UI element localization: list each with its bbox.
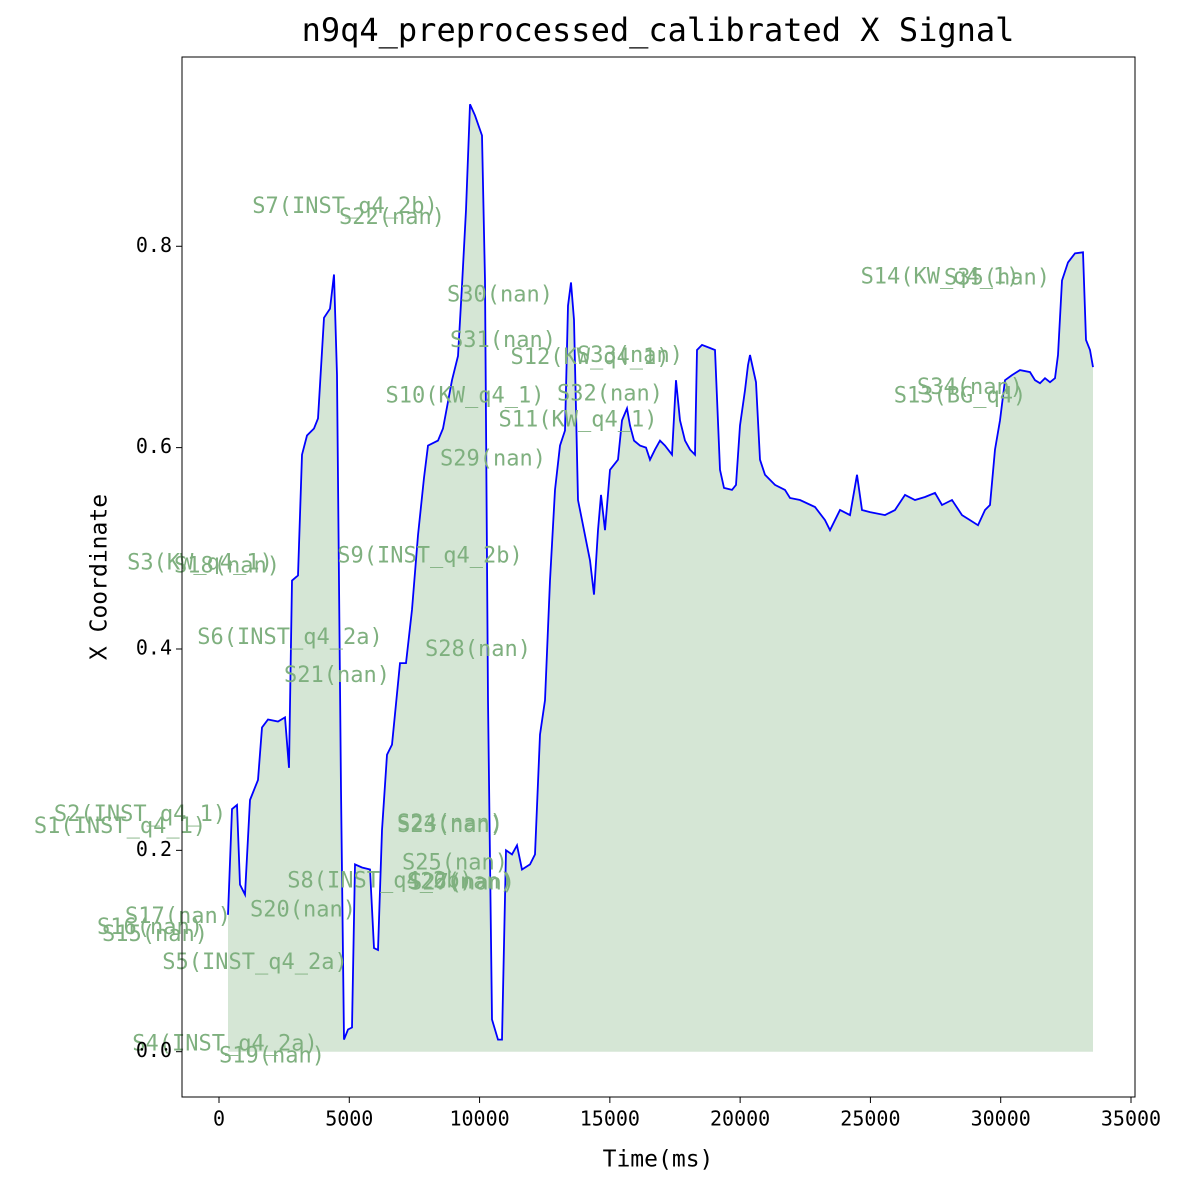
x-tick-label: 20000 <box>710 1107 770 1131</box>
annotation: S19(nan) <box>219 1044 325 1069</box>
annotation: S24(nan) <box>397 811 503 836</box>
annotation: S1(INST_q4_1) <box>34 814 206 839</box>
annotation: S16(nan) <box>97 915 203 940</box>
y-tick-label: 0.8 <box>136 233 172 257</box>
annotation: S25(nan) <box>402 850 508 875</box>
annotation: S17(nan) <box>125 904 231 929</box>
annotation: S28(nan) <box>425 637 531 662</box>
annotation: S34(nan) <box>917 375 1023 400</box>
annotation: S26(nan) <box>407 870 513 895</box>
annotation: S22(nan) <box>339 205 445 230</box>
annotation: S32(nan) <box>557 381 663 406</box>
y-axis-label: X Coordinate <box>87 494 113 660</box>
annotation: S12(KW_q4_1) <box>511 345 670 370</box>
x-tick-label: 5000 <box>325 1107 373 1131</box>
annotation: S13(BG_q4) <box>894 383 1026 408</box>
annotation: S3(KW_q4_1) <box>127 550 273 575</box>
line <box>227 103 1094 1041</box>
annotation: S6(INST_q4_2a) <box>197 625 382 650</box>
annotation: S29(nan) <box>440 447 546 472</box>
annotation: S27(nan) <box>409 871 515 896</box>
x-tick-label: 25000 <box>840 1107 900 1131</box>
x-tick-label: 0 <box>213 1107 225 1131</box>
x-tick-label: 30000 <box>971 1107 1031 1131</box>
annotation: S33(nan) <box>577 343 683 368</box>
x-tick-label: 15000 <box>580 1107 640 1131</box>
plot-frame <box>181 56 1136 1098</box>
x-tick-label: 10000 <box>449 1107 509 1131</box>
annotation: S10(KW_q4_1) <box>386 383 545 408</box>
annotation: S31(nan) <box>450 328 556 353</box>
annotation: S4(INST_q4_2a) <box>132 1032 317 1057</box>
y-tick-label: 0.6 <box>136 434 172 458</box>
y-tick-label: 0.2 <box>136 837 172 861</box>
annotation: S14(KW_q4_1) <box>861 264 1020 289</box>
annotation: S9(INST_q4_2b) <box>337 543 522 568</box>
annotation: S5(INST_q4_2a) <box>162 950 347 975</box>
chart-title: n9q4_preprocessed_calibrated X Signal <box>302 11 1015 49</box>
annotation: S35(nan) <box>944 265 1050 290</box>
annotation: S21(nan) <box>284 663 390 688</box>
annotation: S2(INST_q4_1) <box>54 802 226 827</box>
annotation: S23(nan) <box>397 813 503 838</box>
annotation: S11(KW_q4_1) <box>499 407 658 432</box>
y-tick-label: 0.4 <box>136 635 172 659</box>
area <box>228 104 1093 1052</box>
annotation: S15(nan) <box>102 922 208 947</box>
y-tick-label: 0.0 <box>136 1038 172 1062</box>
annotation: S30(nan) <box>447 283 553 308</box>
annotation: S7(INST_q4_2b) <box>252 194 437 219</box>
annotation: S18(nan) <box>174 553 280 578</box>
annotation: S8(INST_q4_2b) <box>287 869 472 894</box>
x-tick-label: 35000 <box>1101 1107 1161 1131</box>
annotation: S20(nan) <box>250 898 356 923</box>
x-axis-label: Time(ms) <box>603 1147 714 1173</box>
